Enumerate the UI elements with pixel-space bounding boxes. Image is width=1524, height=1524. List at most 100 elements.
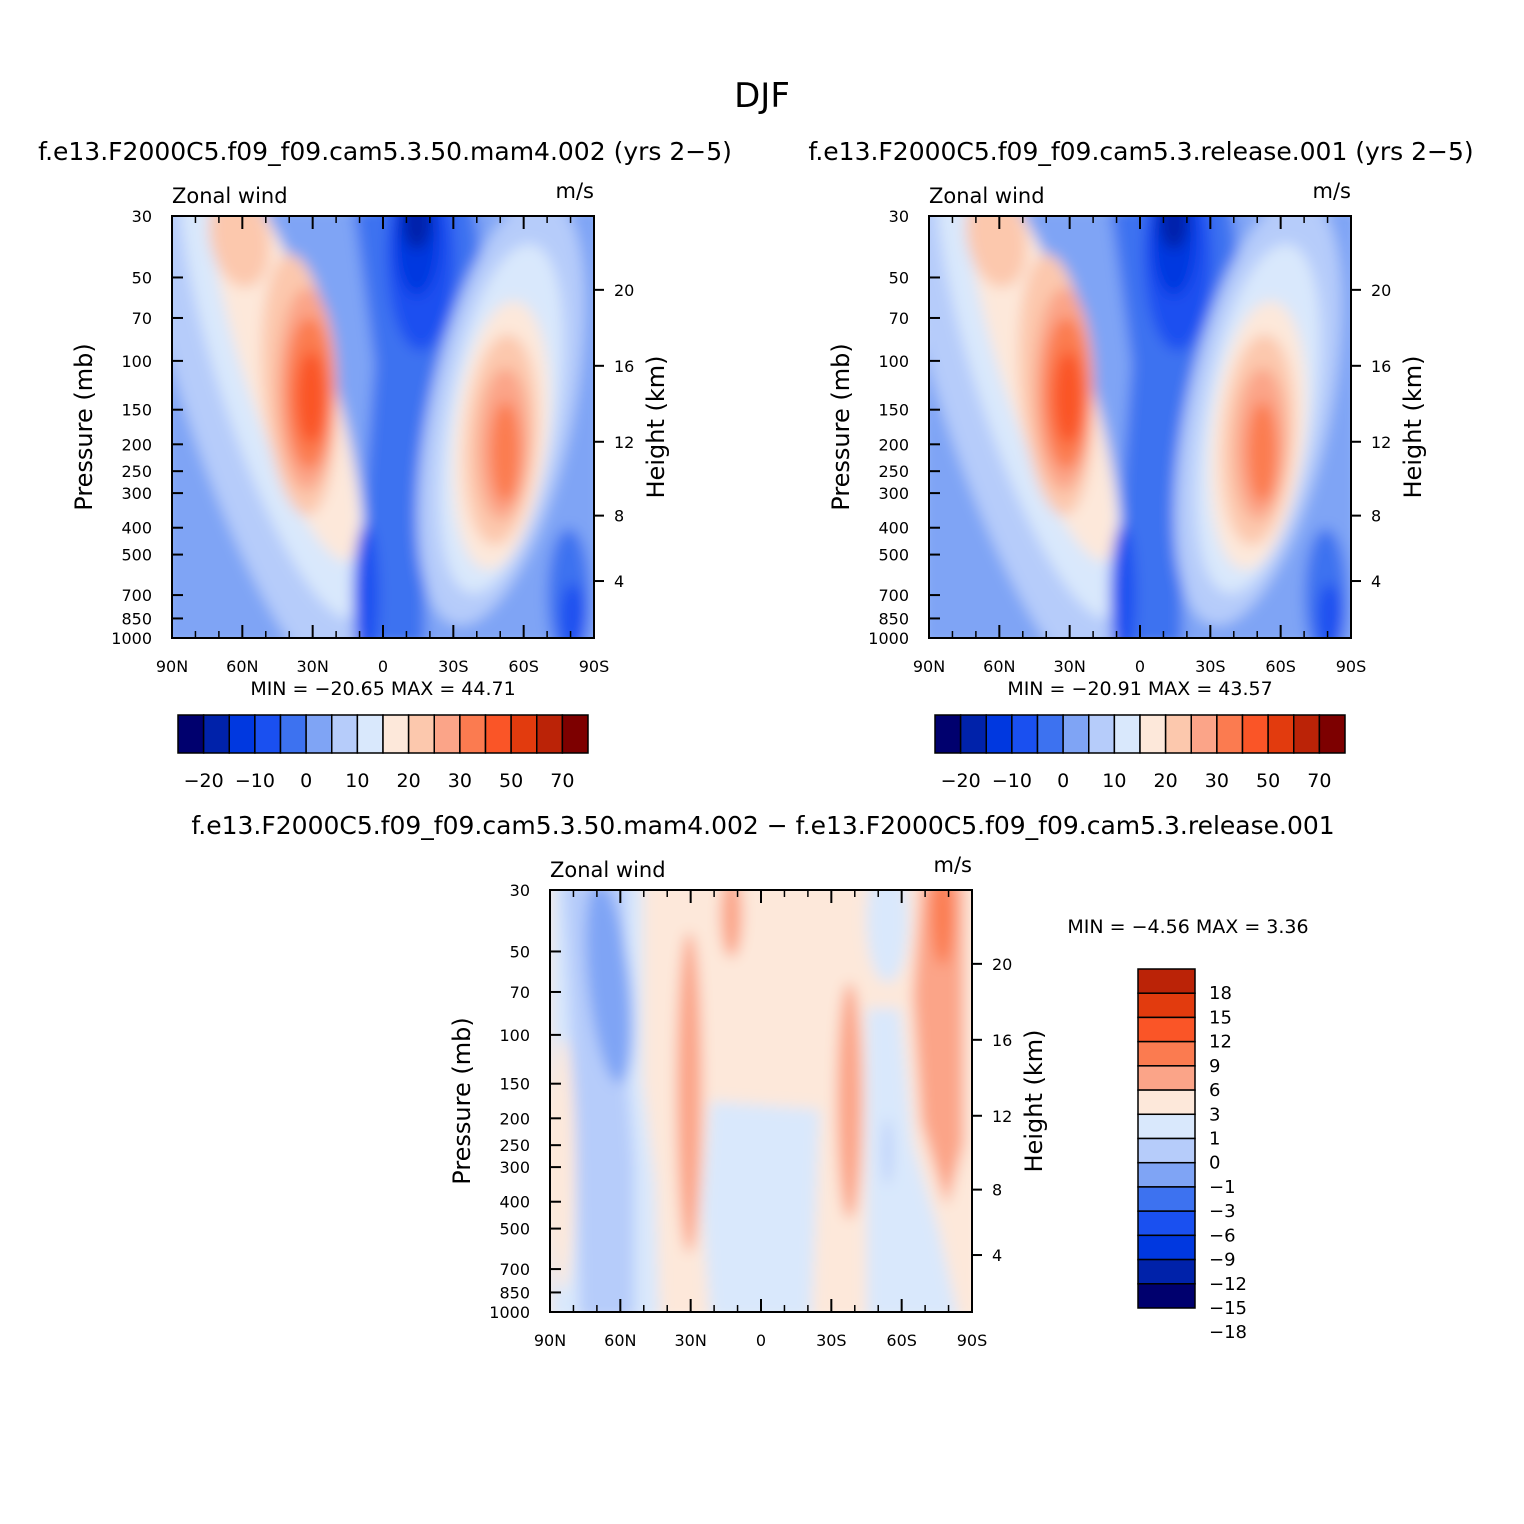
height-tick-label: 4: [992, 1246, 1002, 1265]
positive-3-lobe-3: [720, 890, 743, 958]
height-tick-label: 4: [1371, 572, 1381, 591]
strat-negative-0: [866, 890, 909, 983]
colorbar-swatch: [1137, 1210, 1196, 1237]
panel-a-title: f.e13.F2000C5.f09_f09.cam5.3.50.mam4.002…: [38, 137, 732, 166]
strat-easterly-20: [1159, 216, 1189, 250]
x-tick-label: 90S: [579, 657, 610, 676]
colorbar-label: 30: [1205, 770, 1229, 792]
colorbar-label: 50: [499, 770, 523, 792]
y-tick-label: 850: [121, 609, 152, 628]
panel-b-min-max: MIN = −20.91 MAX = 43.57: [1007, 678, 1272, 700]
colorbar-swatch: [254, 714, 282, 754]
colorbar-swatch: [1137, 1040, 1196, 1067]
colorbar-swatch: [1137, 1016, 1196, 1043]
x-tick-label: 90N: [156, 657, 188, 676]
y-axis-label: Pressure (mb): [827, 343, 855, 510]
y-tick-label: 500: [878, 546, 909, 565]
height-axis-label: Height (km): [1020, 1030, 1048, 1173]
y-tick-label: 150: [121, 401, 152, 420]
colorbar-swatch: [1137, 1234, 1196, 1261]
y-tick-label: 50: [132, 268, 152, 287]
y-tick-label: 1000: [868, 629, 909, 648]
positive-3-lobe-1: [676, 932, 702, 1253]
colorbar-swatch: [331, 714, 359, 754]
colorbar-swatch: [1139, 714, 1167, 754]
colorbar-swatch: [561, 714, 589, 754]
colorbar-label: 20: [397, 770, 421, 792]
y-tick-label: 500: [499, 1220, 530, 1239]
colorbar-label: −6: [1209, 1225, 1236, 1246]
x-tick-label: 60S: [886, 1331, 917, 1350]
y-tick-label: 70: [132, 309, 152, 328]
x-tick-label: 90N: [913, 657, 945, 676]
y-tick-label: 1000: [111, 629, 152, 648]
y-tick-label: 50: [889, 268, 909, 287]
sh-negative-0: [866, 1008, 958, 1312]
colorbar-swatch: [1113, 714, 1141, 754]
nh-positive-edge: [550, 1037, 576, 1291]
y-tick-label: 850: [499, 1283, 530, 1302]
height-tick-label: 12: [614, 433, 634, 452]
y-tick-label: 300: [878, 484, 909, 503]
height-tick-label: 16: [992, 1031, 1012, 1050]
colorbar-swatch: [1088, 714, 1116, 754]
colorbar-swatch: [1137, 1161, 1196, 1188]
colorbar-swatch: [1137, 1113, 1196, 1140]
panel-a-colorbar: −20 −10 0 10 20 30 50 70: [177, 714, 589, 792]
y-tick-label: 250: [878, 462, 909, 481]
colorbar-label: −9: [1209, 1250, 1236, 1271]
colorbar-swatch: [484, 714, 512, 754]
x-tick-label: 30N: [297, 657, 329, 676]
colorbar-swatch: [536, 714, 564, 754]
x-tick-label: 30N: [675, 1331, 707, 1350]
colorbar-swatch: [1137, 1186, 1196, 1212]
y-tick-label: 400: [878, 519, 909, 538]
contour-layers: [929, 216, 1351, 638]
colorbar-swatch: [407, 714, 435, 754]
colorbar-swatch: [1164, 714, 1192, 754]
y-tick-label: 200: [878, 435, 909, 454]
colorbar-label: 12: [1209, 1032, 1232, 1053]
x-tick-label: 30S: [816, 1331, 847, 1350]
colorbar-label: −20: [184, 770, 224, 792]
colorbar-label: 20: [1154, 770, 1178, 792]
colorbar-label: 3: [1209, 1104, 1220, 1125]
nh-jet-core: [296, 351, 327, 444]
colorbar-swatch: [1137, 1137, 1196, 1164]
y-tick-label: 500: [121, 546, 152, 565]
x-tick-label: 60N: [983, 657, 1015, 676]
x-tick-label: 60N: [604, 1331, 636, 1350]
y-tick-label: 30: [510, 881, 530, 900]
colorbar-swatch: [1318, 714, 1346, 754]
height-tick-label: 20: [992, 955, 1012, 974]
height-tick-label: 12: [1371, 433, 1391, 452]
panel-diff-title: f.e13.F2000C5.f09_f09.cam5.3.50.mam4.002…: [191, 811, 1334, 840]
y-tick-label: 300: [499, 1158, 530, 1177]
small-negative-1: [883, 1117, 892, 1186]
panel-diff-variable-label: Zonal wind: [550, 858, 666, 882]
height-tick-label: 20: [1371, 281, 1391, 300]
nh-strat-lobe: [966, 216, 1027, 288]
colorbar-swatch: [1062, 714, 1090, 754]
nh-negative-3: [585, 890, 633, 1084]
height-tick-label: 16: [1371, 357, 1391, 376]
colorbar-swatch: [1293, 714, 1321, 754]
x-tick-label: 30S: [438, 657, 469, 676]
colorbar-swatch: [459, 714, 487, 754]
panel-a-contour-field: [172, 216, 594, 638]
colorbar-label: 0: [1057, 770, 1069, 792]
colorbar-swatch: [1036, 714, 1064, 754]
y-tick-label: 100: [121, 352, 152, 371]
x-tick-label: 0: [1135, 657, 1145, 676]
colorbar-swatch: [382, 714, 410, 754]
colorbar-swatch: [510, 714, 538, 754]
panel-diff-units-label: m/s: [934, 853, 972, 877]
height-tick-label: 16: [614, 357, 634, 376]
nh-strat-lobe: [209, 216, 270, 288]
colorbar-swatch: [1216, 714, 1244, 754]
height-tick-label: 4: [614, 572, 624, 591]
x-tick-label: 0: [378, 657, 388, 676]
y-tick-label: 250: [121, 462, 152, 481]
colorbar-label: 0: [1209, 1153, 1220, 1174]
